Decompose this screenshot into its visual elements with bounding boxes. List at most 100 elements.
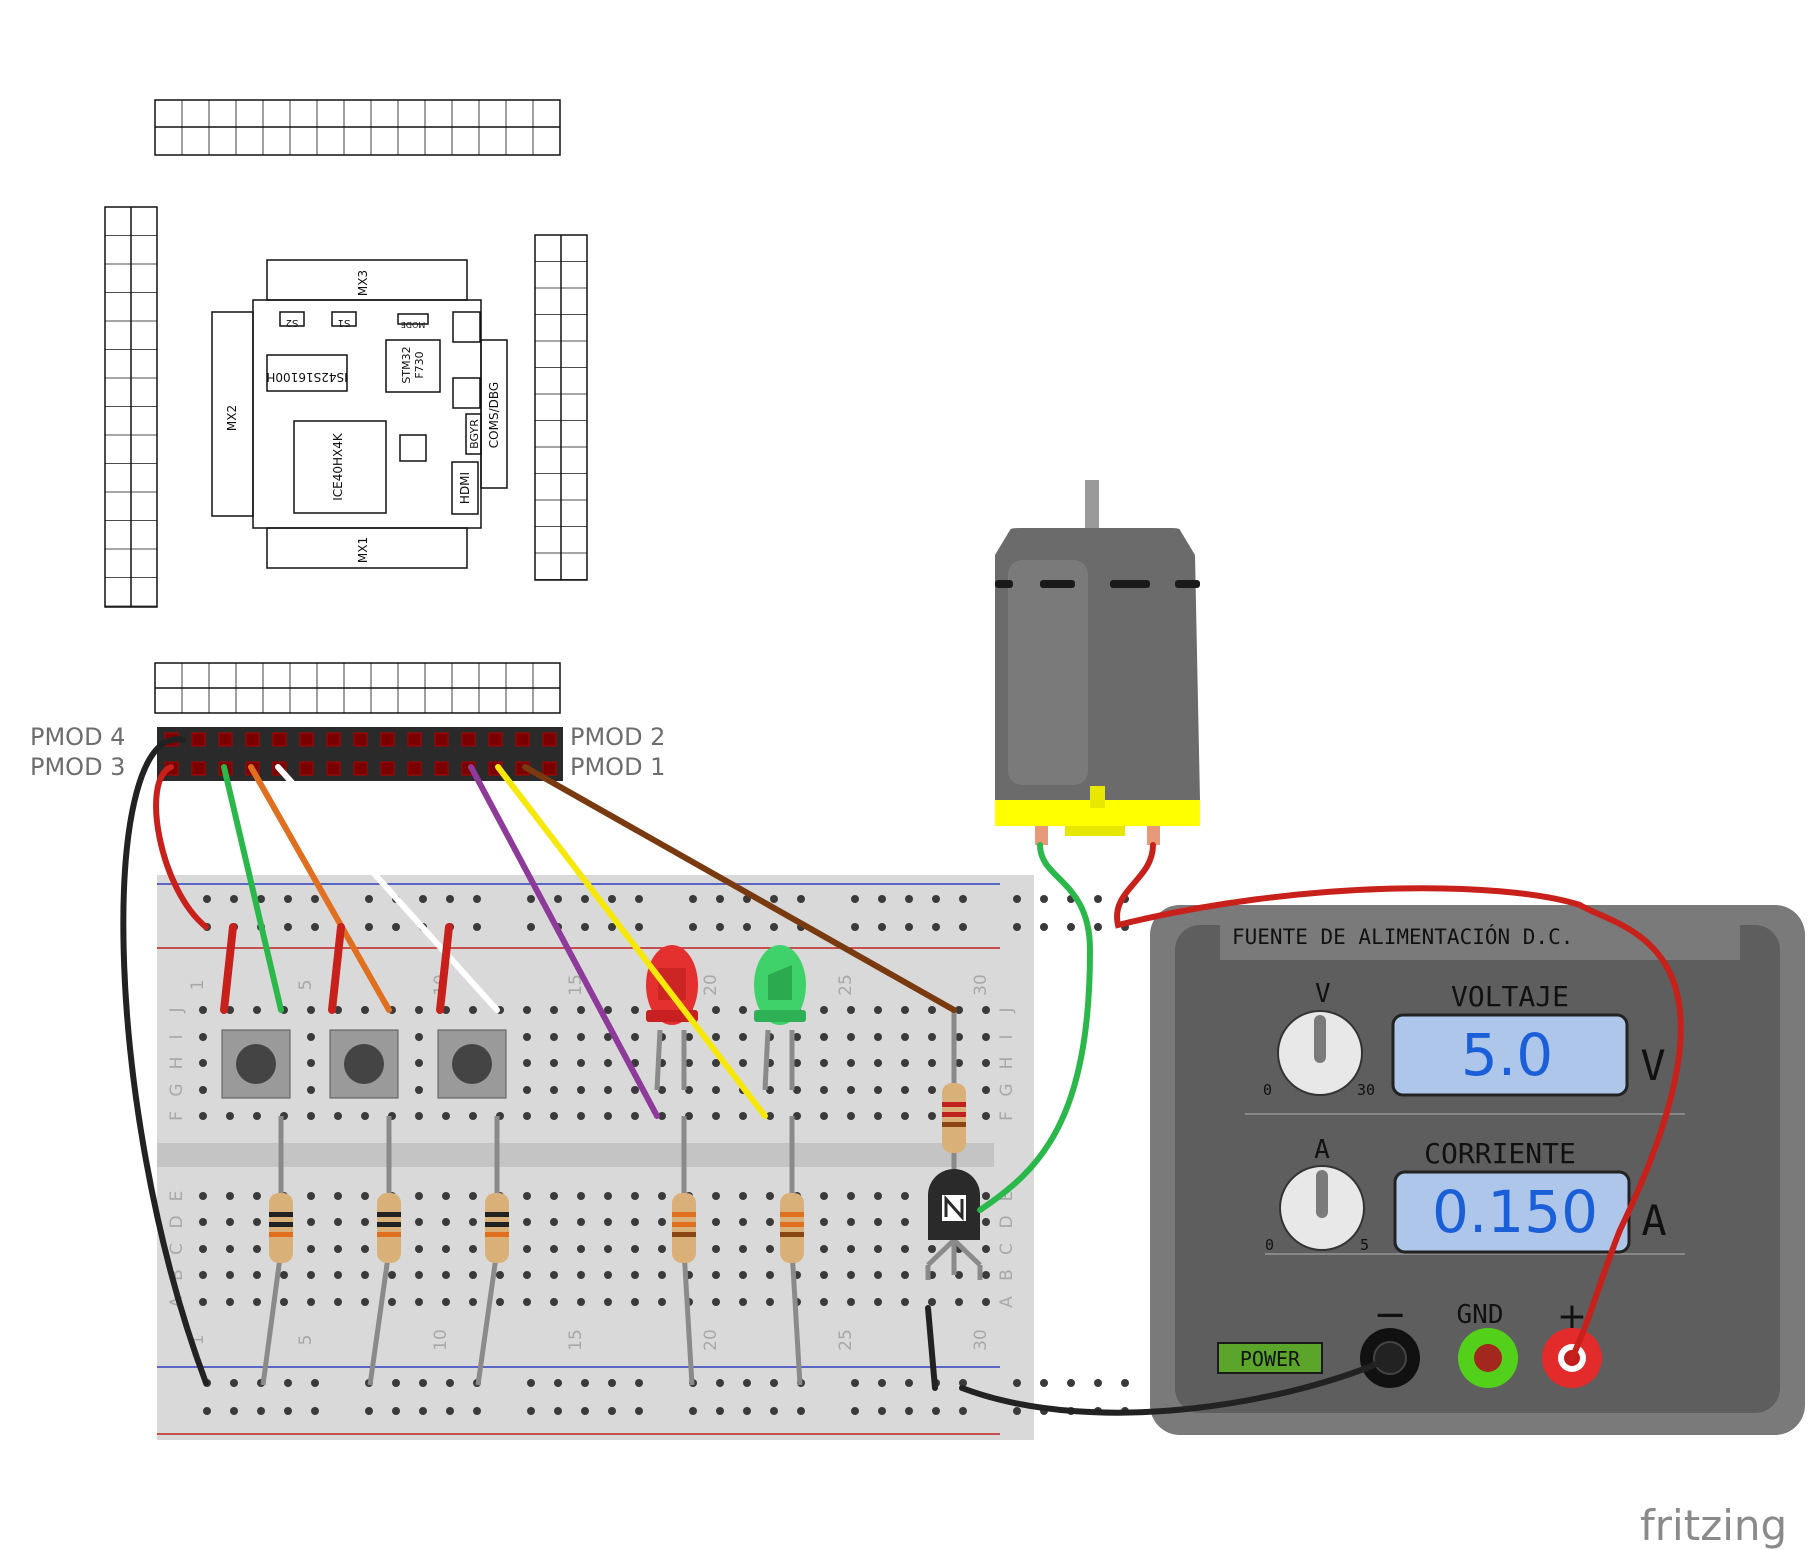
rail-hole[interactable] bbox=[770, 1407, 778, 1415]
rail-hole[interactable] bbox=[905, 895, 913, 903]
rail-hole[interactable] bbox=[311, 1379, 319, 1387]
rail-hole[interactable] bbox=[527, 1379, 535, 1387]
gnd-terminal[interactable] bbox=[1458, 1328, 1518, 1388]
breadboard-hole[interactable] bbox=[577, 1192, 585, 1200]
breadboard-hole[interactable] bbox=[307, 1086, 315, 1094]
current-knob[interactable] bbox=[1279, 1165, 1365, 1251]
rail-hole[interactable] bbox=[770, 895, 778, 903]
breadboard-hole[interactable] bbox=[874, 1006, 882, 1014]
rail-hole[interactable] bbox=[716, 895, 724, 903]
breadboard-hole[interactable] bbox=[550, 1059, 558, 1067]
rail-hole[interactable] bbox=[365, 1407, 373, 1415]
breadboard-hole[interactable] bbox=[820, 1271, 828, 1279]
rail-hole[interactable] bbox=[743, 1379, 751, 1387]
breadboard-hole[interactable] bbox=[280, 1271, 288, 1279]
rail-hole[interactable] bbox=[419, 1379, 427, 1387]
breadboard-hole[interactable] bbox=[361, 1192, 369, 1200]
breadboard-hole[interactable] bbox=[874, 1086, 882, 1094]
pmod-pin[interactable] bbox=[542, 761, 557, 776]
breadboard-hole[interactable] bbox=[793, 1033, 801, 1041]
rail-hole[interactable] bbox=[905, 1379, 913, 1387]
rail-hole[interactable] bbox=[1094, 895, 1102, 903]
breadboard-hole[interactable] bbox=[361, 1112, 369, 1120]
rail-hole[interactable] bbox=[365, 895, 373, 903]
breadboard-hole[interactable] bbox=[739, 1059, 747, 1067]
rail-hole[interactable] bbox=[1040, 923, 1048, 931]
breadboard-hole[interactable] bbox=[307, 1245, 315, 1253]
rail-hole[interactable] bbox=[716, 923, 724, 931]
breadboard-hole[interactable] bbox=[820, 1298, 828, 1306]
breadboard-hole[interactable] bbox=[469, 1218, 477, 1226]
breadboard-hole[interactable] bbox=[874, 1033, 882, 1041]
breadboard-hole[interactable] bbox=[280, 1298, 288, 1306]
rail-hole[interactable] bbox=[905, 1407, 913, 1415]
pmod-pin[interactable] bbox=[461, 732, 476, 747]
breadboard-hole[interactable] bbox=[820, 1112, 828, 1120]
breadboard-hole[interactable] bbox=[847, 1192, 855, 1200]
breadboard-hole[interactable] bbox=[226, 1245, 234, 1253]
rail-hole[interactable] bbox=[446, 1379, 454, 1387]
breadboard-hole[interactable] bbox=[712, 1006, 720, 1014]
rail-hole[interactable] bbox=[797, 895, 805, 903]
breadboard-hole[interactable] bbox=[712, 1059, 720, 1067]
breadboard-hole[interactable] bbox=[793, 1059, 801, 1067]
breadboard-hole[interactable] bbox=[469, 1192, 477, 1200]
breadboard-hole[interactable] bbox=[847, 1033, 855, 1041]
breadboard-hole[interactable] bbox=[550, 1245, 558, 1253]
breadboard-hole[interactable] bbox=[550, 1298, 558, 1306]
rail-hole[interactable] bbox=[1094, 923, 1102, 931]
rail-hole[interactable] bbox=[203, 895, 211, 903]
pmod-pin[interactable] bbox=[488, 732, 503, 747]
rail-hole[interactable] bbox=[905, 923, 913, 931]
breadboard-hole[interactable] bbox=[766, 1192, 774, 1200]
breadboard-hole[interactable] bbox=[901, 1086, 909, 1094]
breadboard-hole[interactable] bbox=[577, 1059, 585, 1067]
rail-hole[interactable] bbox=[311, 923, 319, 931]
breadboard-hole[interactable] bbox=[199, 1059, 207, 1067]
breadboard-hole[interactable] bbox=[550, 1033, 558, 1041]
breadboard-hole[interactable] bbox=[901, 1059, 909, 1067]
breadboard-hole[interactable] bbox=[631, 1271, 639, 1279]
breadboard-hole[interactable] bbox=[766, 1298, 774, 1306]
breadboard-hole[interactable] bbox=[766, 1245, 774, 1253]
breadboard-hole[interactable] bbox=[577, 1086, 585, 1094]
rail-hole[interactable] bbox=[419, 895, 427, 903]
breadboard-hole[interactable] bbox=[307, 1192, 315, 1200]
breadboard-hole[interactable] bbox=[766, 1271, 774, 1279]
breadboard-hole[interactable] bbox=[361, 1218, 369, 1226]
breadboard-hole[interactable] bbox=[901, 1218, 909, 1226]
breadboard-hole[interactable] bbox=[982, 1059, 990, 1067]
breadboard-hole[interactable] bbox=[199, 1245, 207, 1253]
breadboard-hole[interactable] bbox=[928, 1059, 936, 1067]
rail-hole[interactable] bbox=[716, 1407, 724, 1415]
rail-hole[interactable] bbox=[527, 923, 535, 931]
breadboard-hole[interactable] bbox=[604, 1271, 612, 1279]
breadboard-hole[interactable] bbox=[631, 1192, 639, 1200]
breadboard-hole[interactable] bbox=[928, 1086, 936, 1094]
breadboard-hole[interactable] bbox=[604, 1192, 612, 1200]
rail-hole[interactable] bbox=[743, 923, 751, 931]
breadboard-hole[interactable] bbox=[685, 1086, 693, 1094]
breadboard-hole[interactable] bbox=[874, 1218, 882, 1226]
breadboard-hole[interactable] bbox=[199, 1218, 207, 1226]
rail-hole[interactable] bbox=[284, 923, 292, 931]
rail-hole[interactable] bbox=[1067, 1379, 1075, 1387]
breadboard-hole[interactable] bbox=[874, 1298, 882, 1306]
breadboard-hole[interactable] bbox=[415, 1086, 423, 1094]
breadboard-hole[interactable] bbox=[847, 1218, 855, 1226]
breadboard-hole[interactable] bbox=[766, 1218, 774, 1226]
breadboard-hole[interactable] bbox=[253, 1271, 261, 1279]
rail-hole[interactable] bbox=[392, 1379, 400, 1387]
rail-hole[interactable] bbox=[608, 1379, 616, 1387]
rail-hole[interactable] bbox=[851, 923, 859, 931]
breadboard-hole[interactable] bbox=[334, 1245, 342, 1253]
breadboard-hole[interactable] bbox=[874, 1112, 882, 1120]
breadboard-hole[interactable] bbox=[847, 1086, 855, 1094]
breadboard-hole[interactable] bbox=[253, 1245, 261, 1253]
breadboard-hole[interactable] bbox=[658, 1298, 666, 1306]
breadboard-hole[interactable] bbox=[307, 1006, 315, 1014]
breadboard-hole[interactable] bbox=[523, 1112, 531, 1120]
breadboard-hole[interactable] bbox=[928, 1033, 936, 1041]
rail-hole[interactable] bbox=[473, 1407, 481, 1415]
rail-hole[interactable] bbox=[932, 895, 940, 903]
